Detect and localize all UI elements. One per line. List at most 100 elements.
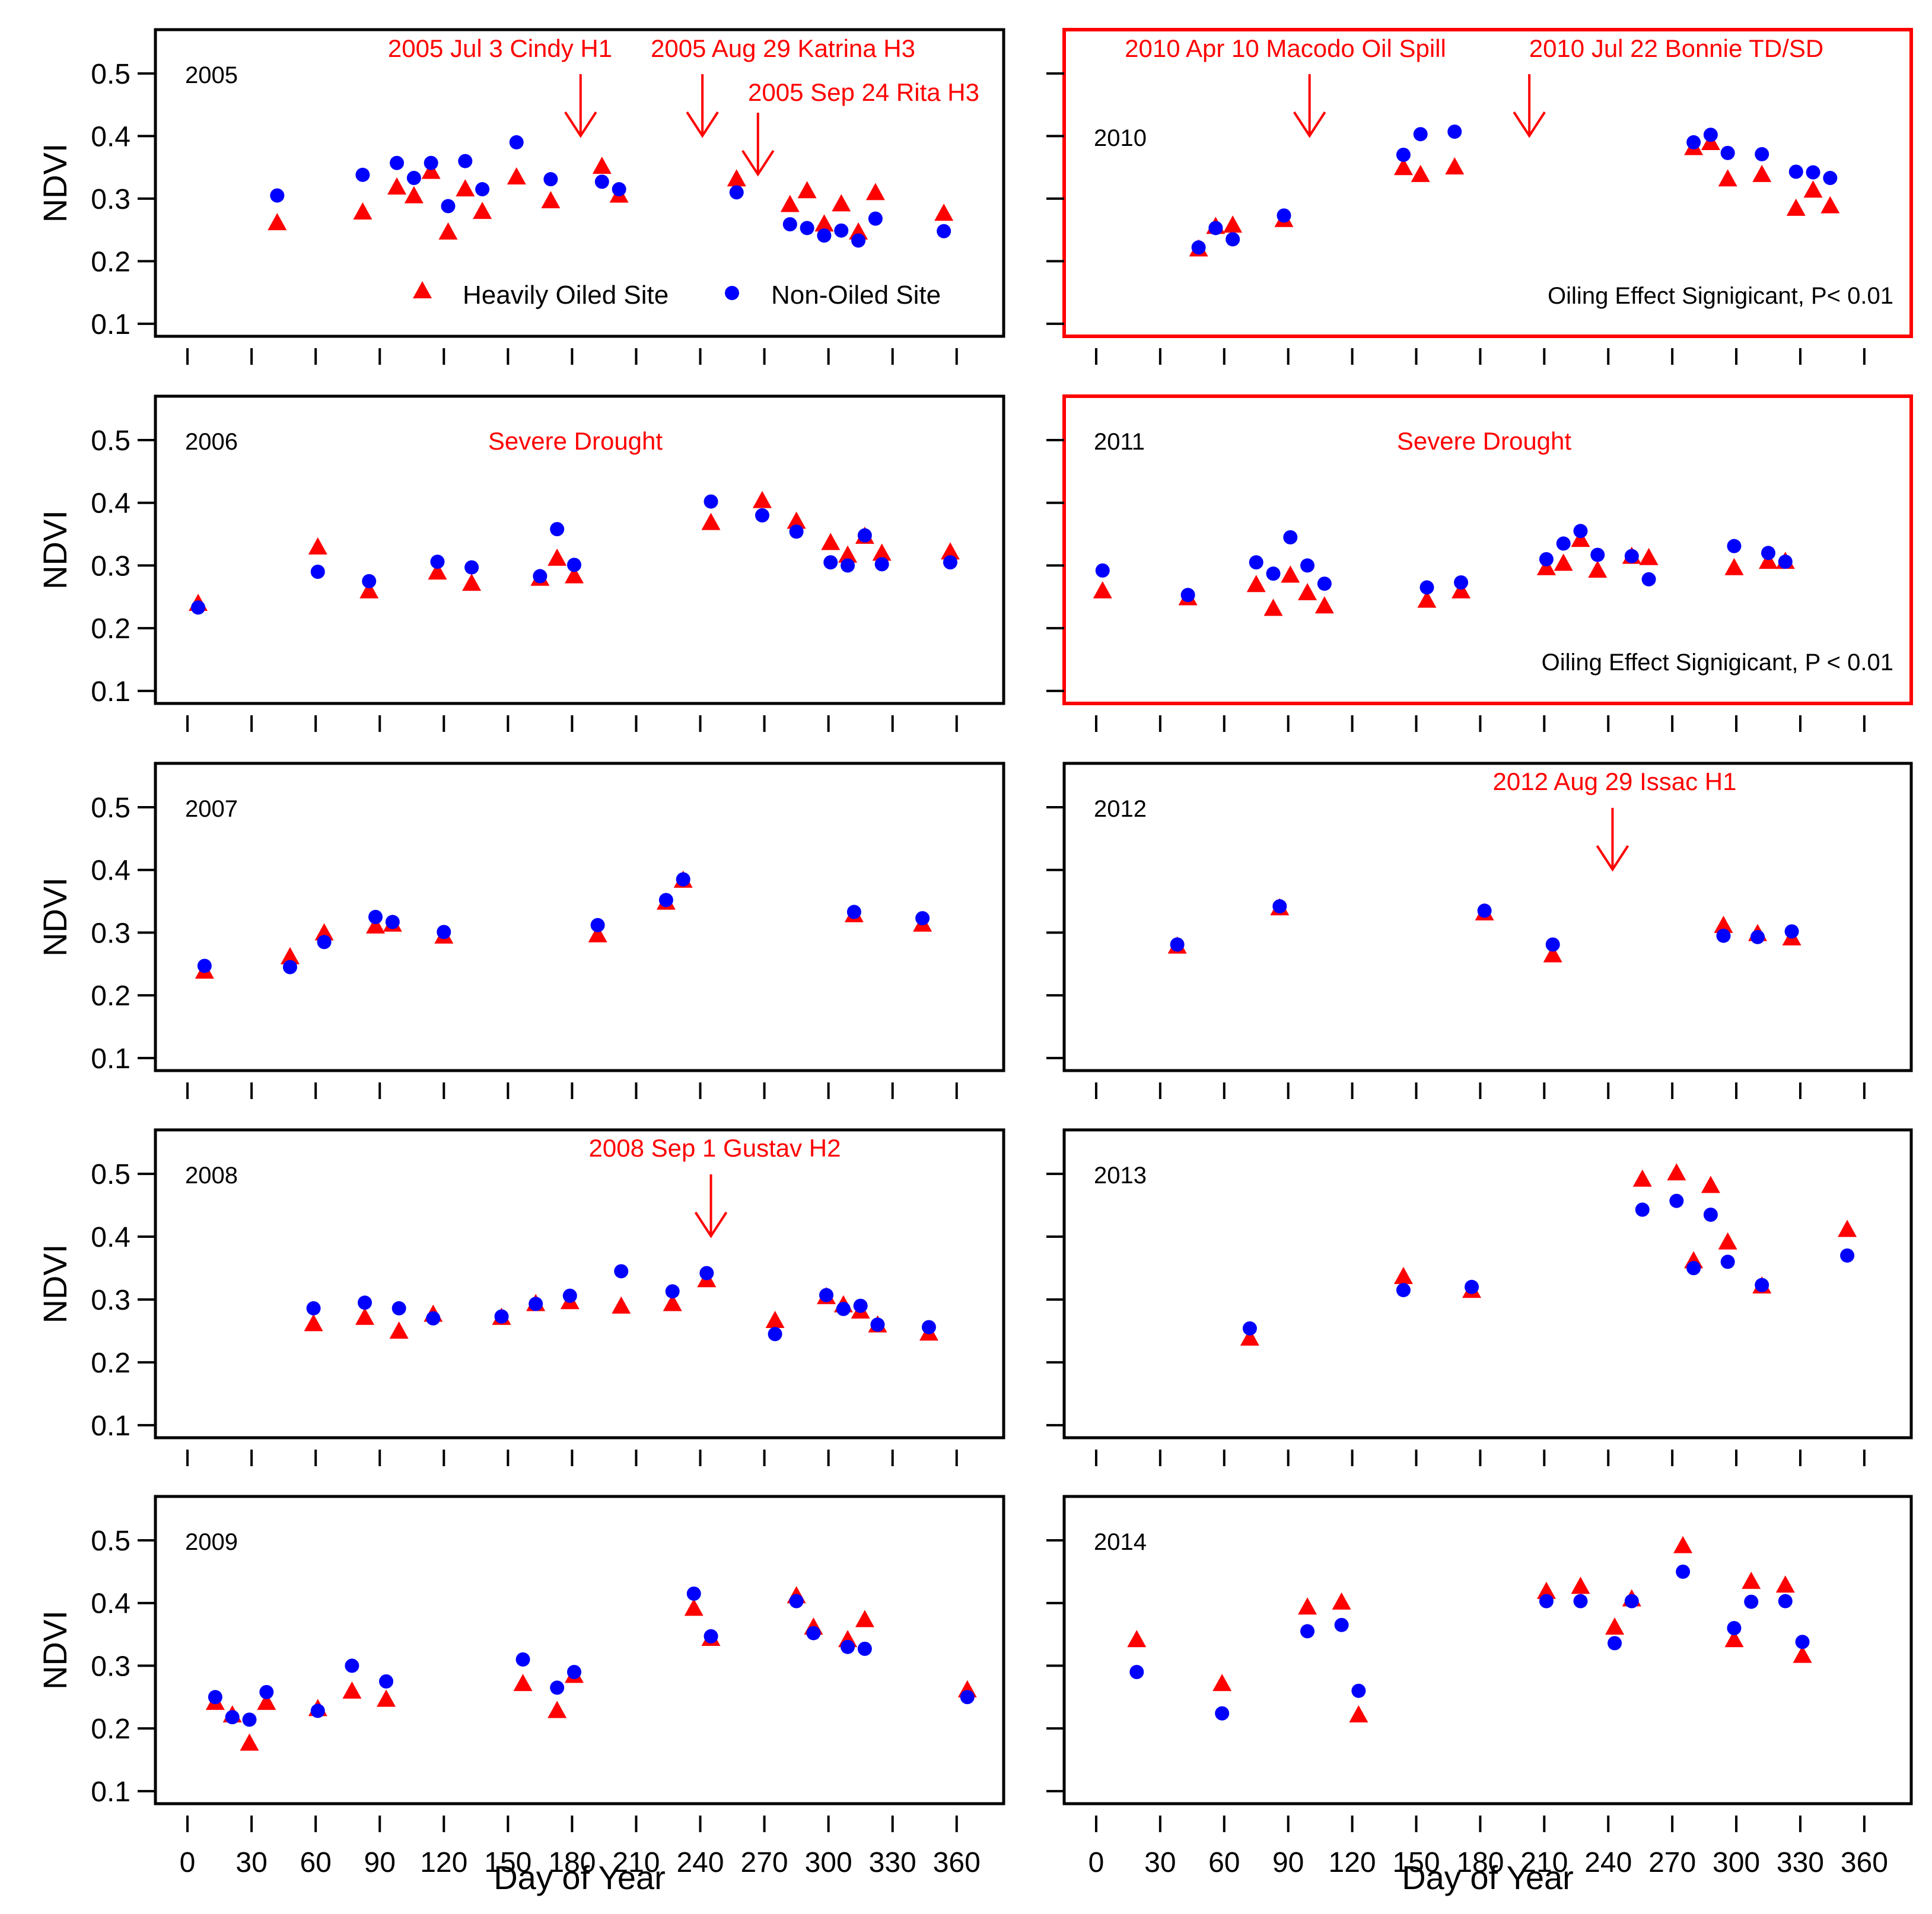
x-tick-label: 180 (548, 1847, 596, 1878)
non-oiled-point (1590, 547, 1605, 562)
oiled-point (832, 194, 851, 212)
non-oiled-point (509, 135, 524, 149)
oiled-point (564, 566, 584, 584)
oiled-point (787, 511, 806, 529)
non-oiled-point (225, 1710, 240, 1725)
non-oiled-point (1300, 558, 1315, 573)
oiled-point (257, 1692, 276, 1710)
non-oiled-point (1727, 1621, 1742, 1635)
x-tick-label: 60 (300, 1847, 331, 1878)
non-oiled-point (1795, 1635, 1810, 1649)
non-oiled-point (1686, 135, 1701, 149)
y-tick-label: 0.2 (91, 613, 131, 645)
non-oiled-point (310, 565, 325, 579)
oiled-point (1298, 1597, 1317, 1615)
x-tick-label: 120 (420, 1847, 467, 1878)
non-oiled-point (960, 1690, 975, 1705)
panel-2006: 0.1 0.2 0.3 0.4 0.5 NDVI 2006 Severe Drought (36, 394, 1005, 732)
non-oiled-point (868, 211, 883, 226)
non-oiled-point (1208, 221, 1223, 235)
non-oiled-point (1272, 899, 1287, 914)
oiled-point (1724, 558, 1744, 575)
oiled-point (1752, 164, 1772, 182)
oiled-point (934, 203, 954, 221)
oiled-point (1838, 1219, 1857, 1237)
oiled-point (780, 195, 800, 212)
oiled-point (1820, 196, 1840, 214)
panel-year-label: 2010 (1094, 125, 1147, 151)
oiled-point (1571, 530, 1590, 547)
non-oiled-point (355, 167, 370, 182)
non-oiled-point (857, 1641, 872, 1656)
non-oiled-point (836, 1301, 851, 1316)
x-tick-label: 150 (1392, 1847, 1440, 1878)
non-oiled-point (676, 872, 690, 887)
oiled-point (588, 925, 607, 942)
oiled-point (1411, 164, 1430, 182)
non-oiled-point (1720, 145, 1735, 160)
x-tick-label: 330 (869, 1847, 916, 1878)
non-oiled-point (1720, 1254, 1735, 1269)
oiled-point (507, 167, 526, 185)
non-oiled-point (1608, 1636, 1622, 1651)
oiling-effect-note: Oiling Effect Signigicant, P < 0.01 (1542, 649, 1893, 676)
panel-frame (1062, 394, 1913, 705)
non-oiled-point (1266, 566, 1281, 581)
y-tick-label: 0.5 (91, 1159, 131, 1190)
x-tick-label: 0 (1088, 1847, 1105, 1878)
panel-2008: 0.1 0.2 0.3 0.4 0.5 NDVI 2008 2008 Sep 1 Gustav… (36, 1128, 1005, 1466)
non-oiled-point (362, 574, 377, 588)
x-tick-label: 330 (1777, 1847, 1824, 1878)
panel-2011: 2011 Severe Drought Oiling Effect Signigic… (1046, 394, 1913, 732)
y-tick-label: 0.4 (91, 1222, 131, 1253)
non-oiled-point (789, 1594, 804, 1609)
non-oiled-point (915, 911, 930, 926)
non-oiled-point (817, 228, 832, 243)
non-oiled-point (1686, 1261, 1701, 1276)
panel-2005: 0.1 0.2 0.3 0.4 0.5 NDVI 2005 2005 Jul 3 Cindy … (36, 28, 1005, 365)
non-oiled-point (937, 224, 951, 238)
oiled-point (663, 1294, 682, 1311)
oiled-point (462, 574, 482, 591)
panel-frame (154, 394, 1005, 705)
oiled-point (1093, 581, 1112, 598)
oiled-point (684, 1598, 704, 1616)
non-oiled-point (1624, 1594, 1639, 1609)
non-oiled-point (1703, 128, 1718, 142)
non-oiled-point (1180, 588, 1195, 603)
non-oiled-point (1778, 555, 1793, 569)
non-oiled-point (841, 1639, 855, 1654)
non-oiled-point (345, 1658, 359, 1673)
non-oiled-point (1545, 937, 1560, 952)
event-annotation: 2005 Jul 3 Cindy H1 (388, 34, 612, 62)
non-oiled-point (458, 154, 473, 168)
non-oiled-point (1351, 1683, 1366, 1698)
y-axis-label: NDVI (36, 1244, 74, 1324)
panel-year-label: 2008 (185, 1163, 238, 1189)
non-oiled-point (550, 1680, 565, 1695)
y-tick-label: 0.5 (91, 425, 131, 457)
non-oiled-point (846, 905, 861, 919)
y-tick-label: 0.5 (91, 792, 131, 824)
x-tick-label: 240 (1584, 1847, 1632, 1878)
non-oiled-point (529, 1297, 543, 1311)
x-tick-label: 90 (364, 1847, 396, 1878)
y-tick-label: 0.4 (91, 855, 131, 887)
oiled-point (308, 537, 327, 555)
non-oiled-point (1170, 937, 1185, 952)
oiled-point (404, 186, 424, 203)
non-oiled-point (1755, 1278, 1769, 1292)
non-oiled-point (1454, 575, 1469, 590)
x-tick-label: 120 (1329, 1847, 1376, 1878)
x-tick-label: 30 (235, 1847, 267, 1878)
oiled-point (1775, 1575, 1795, 1593)
panel-frame (154, 1128, 1005, 1440)
non-oiled-point (1755, 147, 1769, 161)
non-oiled-point (1477, 903, 1492, 918)
non-oiled-point (1277, 208, 1291, 223)
non-oiled-point (1539, 1594, 1554, 1609)
y-axis-label: NDVI (36, 877, 74, 957)
non-oiled-point (562, 1288, 577, 1303)
panel-year-label: 2009 (185, 1529, 238, 1555)
